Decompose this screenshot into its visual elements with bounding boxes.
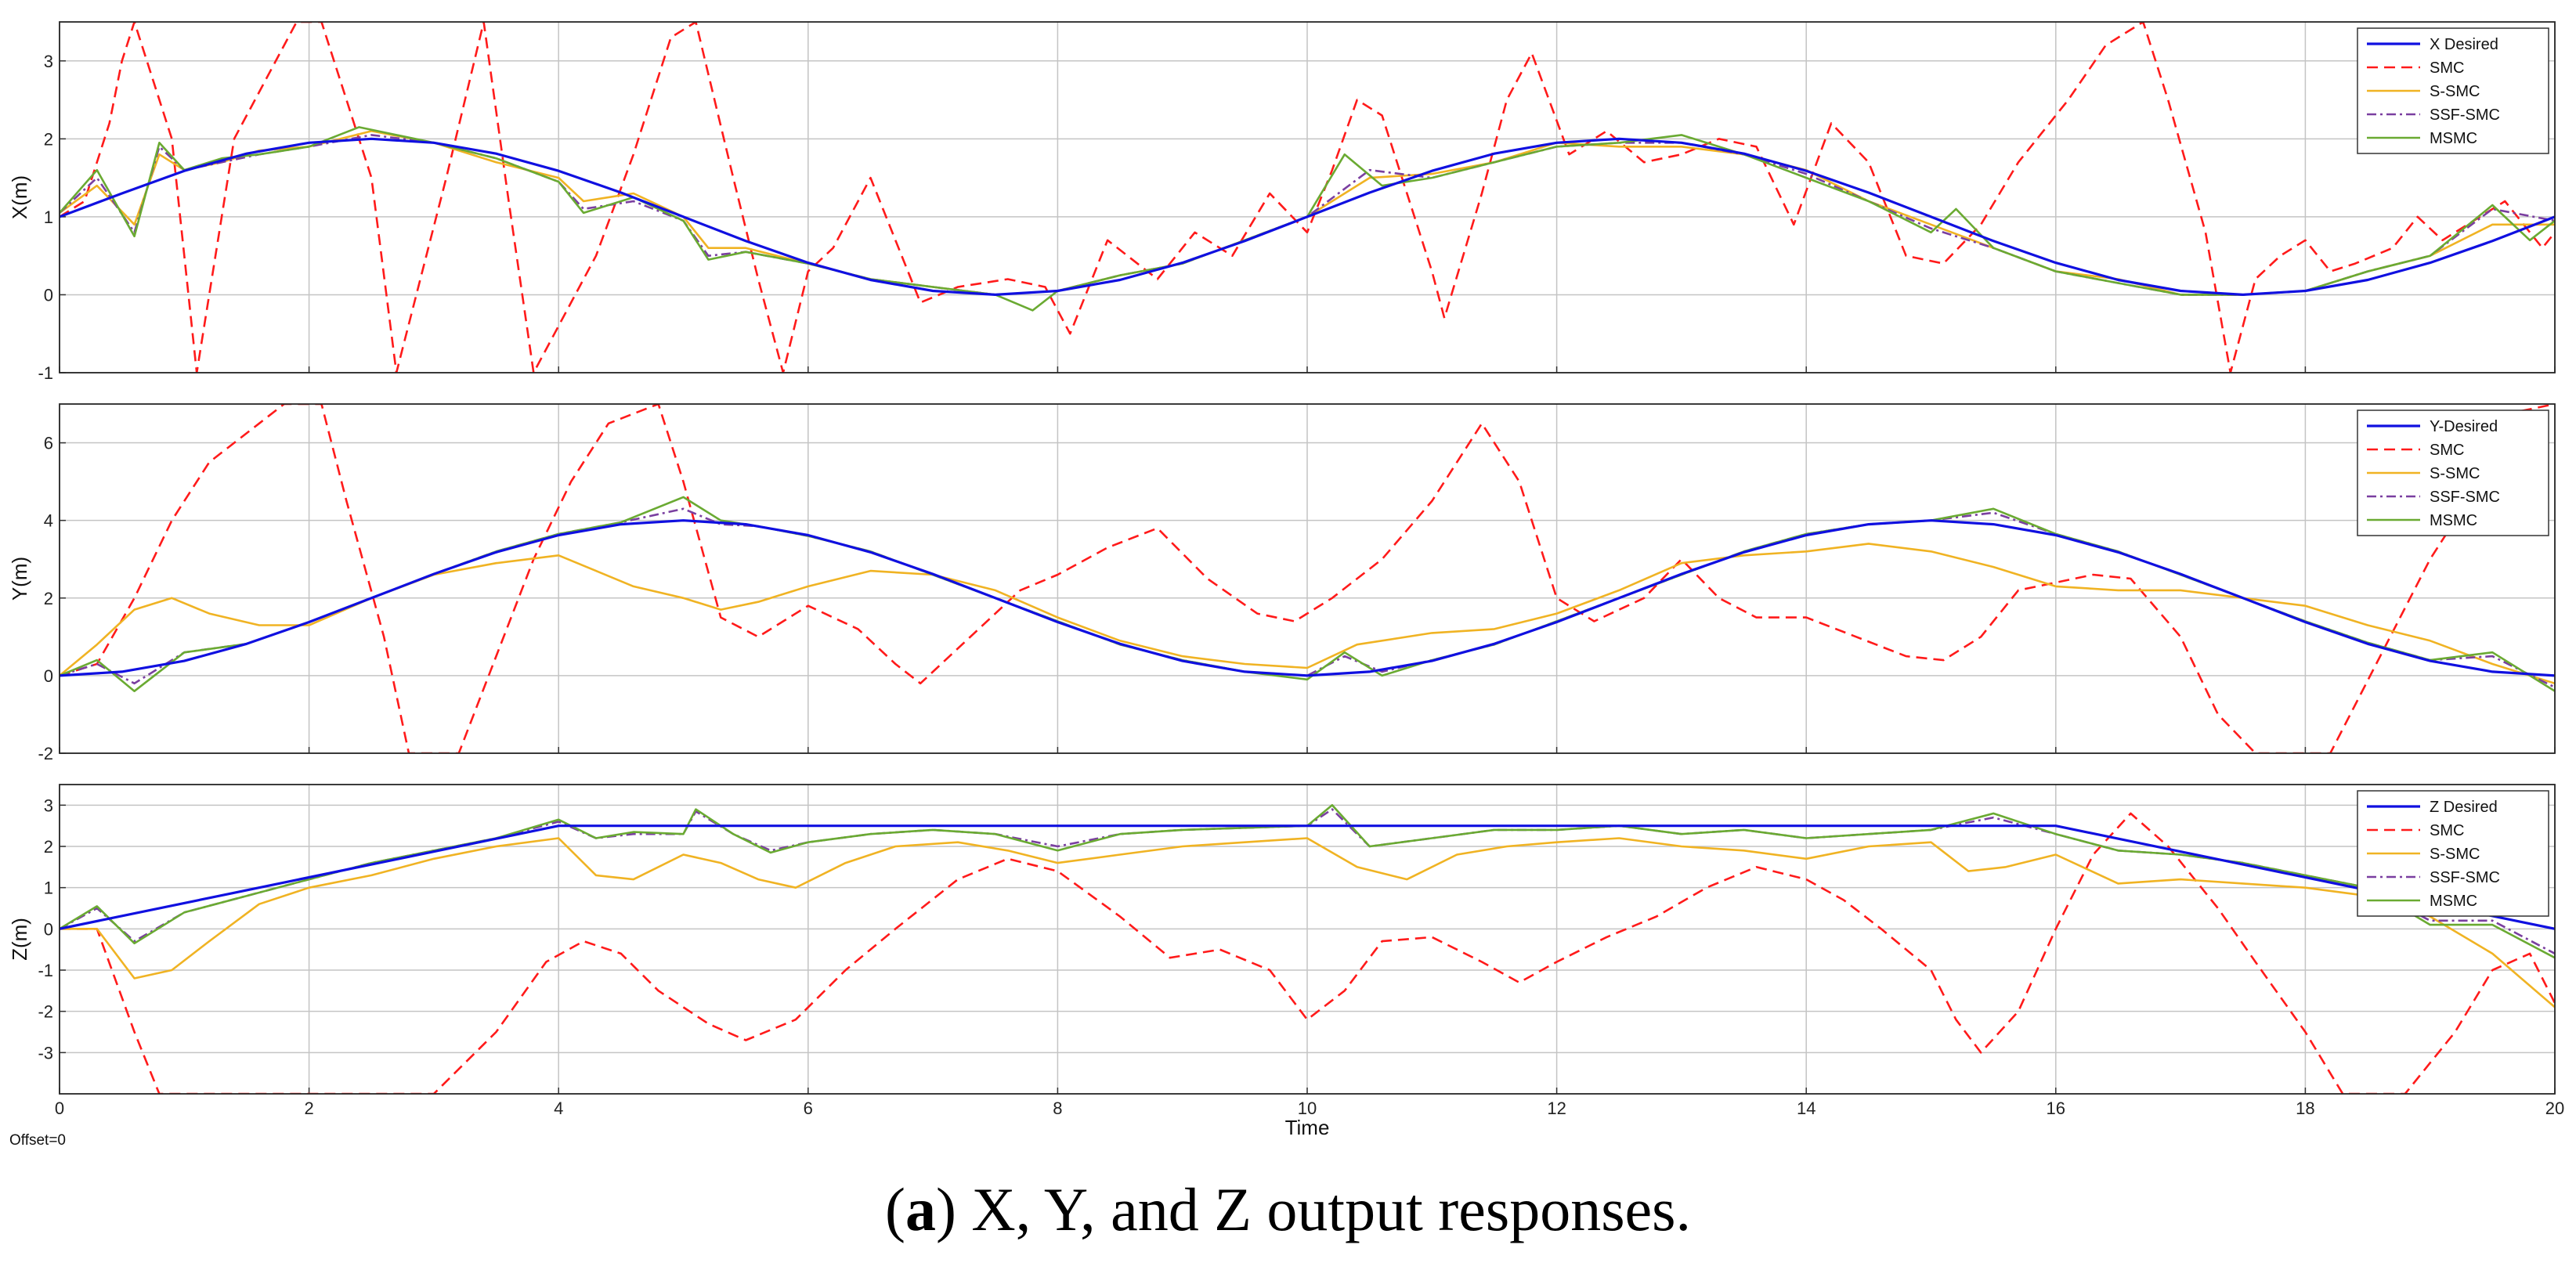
series-line-z-desired bbox=[60, 824, 2555, 930]
y-tick-label: 0 bbox=[44, 285, 53, 305]
legend-label: S-SMC bbox=[2430, 465, 2480, 482]
x-axis-label: Time bbox=[1285, 1116, 1330, 1139]
plot-frame bbox=[59, 784, 2556, 1095]
series-line-smc bbox=[60, 22, 2555, 373]
series-line-y-desired bbox=[60, 519, 2555, 677]
legend-label: SSF-SMC bbox=[2430, 489, 2500, 506]
y-tick-label: 6 bbox=[44, 434, 53, 453]
legend-label: S-SMC bbox=[2430, 83, 2480, 100]
x-tick-label: 6 bbox=[804, 1099, 813, 1118]
legend-label: SSF-SMC bbox=[2430, 869, 2500, 886]
series-group bbox=[60, 404, 2555, 753]
y-tick-label: 2 bbox=[44, 129, 53, 149]
figure-caption: (a) X, Y, and Z output responses. bbox=[884, 1175, 1692, 1243]
plot-frame bbox=[59, 403, 2556, 754]
x-tick-label: 20 bbox=[2545, 1099, 2564, 1118]
series-line-smc bbox=[60, 812, 2555, 1094]
y-tick-label: -3 bbox=[38, 1043, 53, 1063]
series-line-smc bbox=[60, 404, 2555, 753]
y-axis-label: Z(m) bbox=[8, 918, 31, 961]
y-tick-label: -2 bbox=[38, 744, 53, 763]
y-tick-label: 3 bbox=[44, 52, 53, 71]
plot-frame bbox=[59, 21, 2556, 373]
y-tick-label: 2 bbox=[44, 589, 53, 608]
legend-label: SMC bbox=[2430, 60, 2464, 77]
x-tick-label: 2 bbox=[304, 1099, 313, 1118]
caption-text: ) X, Y, and Z output responses. bbox=[935, 1175, 1692, 1243]
legend-label: MSMC bbox=[2430, 893, 2477, 910]
legend-label: SSF-SMC bbox=[2430, 106, 2500, 124]
y-tick-label: 4 bbox=[44, 511, 53, 531]
subplot-y: -2 0 2 4 6 Y(m) Y-Desired SMC S-SMC SSF-SMC MSMC bbox=[8, 403, 2556, 763]
y-tick-label: 0 bbox=[44, 666, 53, 686]
legend-label: MSMC bbox=[2430, 130, 2477, 147]
legend-label: Y-Desired bbox=[2430, 418, 2498, 435]
y-tick-label: 3 bbox=[44, 796, 53, 815]
y-axis-label: Y(m) bbox=[8, 557, 31, 601]
y-tick-label: 1 bbox=[44, 207, 53, 227]
y-tick-label: -1 bbox=[38, 363, 53, 383]
y-tick-label: -1 bbox=[38, 961, 53, 980]
caption-letter: a bbox=[905, 1175, 936, 1243]
legend: X Desired SMC S-SMC SSF-SMC MSMC bbox=[2357, 27, 2549, 154]
offset-label: Offset=0 bbox=[9, 1132, 66, 1149]
y-tick-label: 2 bbox=[44, 837, 53, 857]
legend: Y-Desired SMC S-SMC SSF-SMC MSMC bbox=[2357, 410, 2549, 536]
legend-label: S-SMC bbox=[2430, 846, 2480, 863]
y-tick-label: 0 bbox=[44, 919, 53, 939]
legend-label: SMC bbox=[2430, 442, 2464, 459]
series-line-s-smc bbox=[60, 837, 2555, 1008]
y-axis-label: X(m) bbox=[8, 175, 31, 219]
legend-label: X Desired bbox=[2430, 36, 2498, 53]
legend-label: Z Desired bbox=[2430, 799, 2498, 816]
legend-label: MSMC bbox=[2430, 512, 2477, 529]
legend-label: SMC bbox=[2430, 822, 2464, 839]
x-tick-label: 4 bbox=[554, 1099, 563, 1118]
y-tick-label: 1 bbox=[44, 879, 53, 898]
x-tick-label: 8 bbox=[1053, 1099, 1062, 1118]
x-tick-label: 12 bbox=[1547, 1099, 1566, 1118]
x-tick-label: 10 bbox=[1298, 1099, 1317, 1118]
series-group bbox=[60, 804, 2555, 1094]
subplot-x: -1 0 1 2 3 X(m) X Desired SMC S-SMC SSF-SMC MSMC bbox=[8, 21, 2556, 383]
legend: Z Desired SMC S-SMC SSF-SMC MSMC bbox=[2357, 790, 2549, 917]
series-line-x-desired bbox=[60, 137, 2555, 296]
x-tick-label: 14 bbox=[1797, 1099, 1815, 1118]
x-tick-label: 18 bbox=[2296, 1099, 2314, 1118]
y-tick-label: -2 bbox=[38, 1002, 53, 1022]
x-tick-label: 0 bbox=[55, 1099, 64, 1118]
x-tick-label: 16 bbox=[2047, 1099, 2065, 1118]
series-group bbox=[60, 22, 2555, 373]
